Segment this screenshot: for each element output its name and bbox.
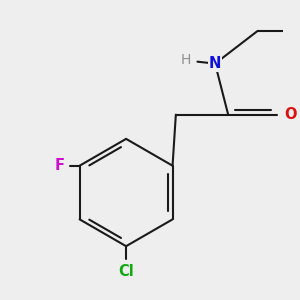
Text: O: O	[284, 107, 296, 122]
Text: Cl: Cl	[118, 263, 134, 278]
Text: N: N	[209, 56, 221, 71]
Text: H: H	[181, 53, 191, 68]
Text: F: F	[55, 158, 65, 173]
